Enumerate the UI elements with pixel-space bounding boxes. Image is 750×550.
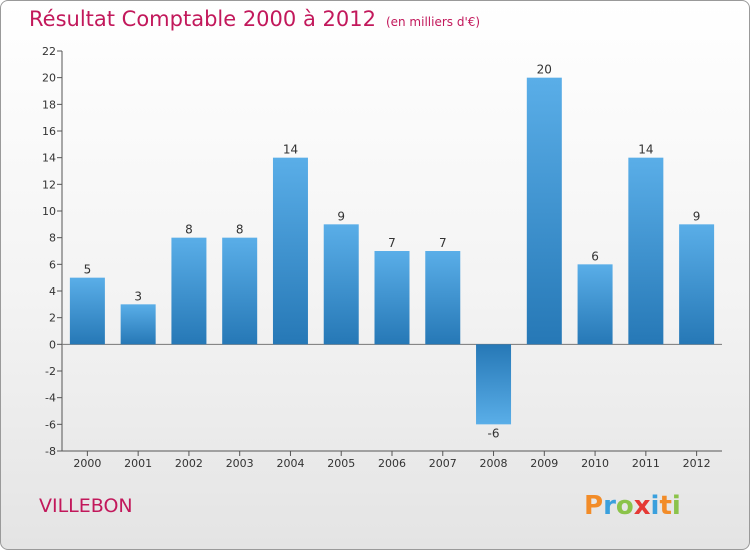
chart-title: Résultat Comptable 2000 à 2012 (en millie… [29, 7, 480, 31]
x-tick-label: 2002 [175, 457, 203, 470]
bar-2007 [425, 251, 461, 345]
x-tick-label: 2008 [480, 457, 508, 470]
x-tick-label: 2000 [73, 457, 101, 470]
x-tick-label: 2007 [429, 457, 457, 470]
y-tick-label: -6 [45, 418, 56, 431]
bar-2004 [272, 157, 308, 345]
logo-letter: o [615, 491, 634, 521]
x-tick-label: 2005 [327, 457, 355, 470]
commune-name: VILLEBON [39, 495, 133, 517]
x-tick-label: 2003 [226, 457, 254, 470]
bar-2003 [222, 237, 258, 345]
y-tick-label: 16 [42, 125, 56, 138]
y-tick-label: 10 [42, 205, 56, 218]
logo-letter: x [633, 491, 651, 521]
bar-2012 [679, 224, 715, 345]
data-label: 3 [134, 289, 142, 303]
x-tick-label: 2011 [632, 457, 660, 470]
y-tick-label: 18 [42, 98, 56, 111]
y-tick-label: -8 [45, 445, 56, 458]
y-tick-label: 8 [49, 232, 56, 245]
axes: -8 -6 -4 -2 0 2 4 6 8 10 12 14 16 18 20 22 2000 2001 2002 2… [42, 45, 722, 470]
data-label: 9 [693, 209, 701, 223]
data-label: 5 [84, 263, 92, 277]
x-tick-label: 2001 [124, 457, 152, 470]
data-label: 20 [537, 63, 552, 77]
y-tick-label: 22 [42, 45, 56, 58]
logo-letter: t [659, 491, 672, 521]
title-unit: (en milliers d'€) [385, 15, 481, 29]
logo-letter: i [650, 491, 660, 521]
data-label: 7 [439, 236, 447, 250]
y-tick-label: 4 [49, 285, 56, 298]
data-label: 9 [337, 209, 345, 223]
bar-2002 [171, 237, 207, 345]
y-tick-label: -2 [45, 365, 56, 378]
x-tick-label: 2009 [530, 457, 558, 470]
x-tick-label: 2010 [581, 457, 609, 470]
bar-2011 [628, 157, 664, 345]
logo-letter: i [671, 491, 681, 521]
proxiti-logo: Proxiti [584, 491, 681, 521]
y-tick-label: 12 [42, 178, 56, 191]
x-tick-label: 2012 [683, 457, 711, 470]
y-tick-label: -4 [45, 392, 56, 405]
data-label: 7 [388, 236, 396, 250]
logo-letter: P [584, 491, 604, 521]
data-label: 8 [185, 223, 193, 237]
bars: 5 3 8 8 14 9 7 7 -6 20 6 14 9 [69, 63, 715, 440]
title-text: Résultat Comptable 2000 à 2012 [29, 7, 376, 31]
data-label: 14 [283, 143, 298, 157]
y-tick-label: 6 [49, 258, 56, 271]
bar-2000 [69, 277, 105, 345]
x-tick-label: 2004 [276, 457, 304, 470]
bar-2010 [577, 264, 613, 345]
data-label: 6 [591, 249, 599, 263]
y-tick-label: 20 [42, 72, 56, 85]
bar-2005 [323, 224, 359, 345]
y-tick-label: 2 [49, 312, 56, 325]
x-tick-label: 2006 [378, 457, 406, 470]
logo-letter: r [603, 491, 616, 521]
bar-2001 [120, 304, 156, 345]
y-tick-label: 0 [49, 338, 56, 351]
y-tick-label: 14 [42, 152, 56, 165]
data-label: -6 [488, 426, 500, 440]
data-label: 14 [638, 143, 653, 157]
bar-2006 [374, 251, 410, 345]
bar-2009 [526, 77, 562, 345]
bar-2008 [476, 344, 512, 425]
data-label: 8 [236, 223, 244, 237]
